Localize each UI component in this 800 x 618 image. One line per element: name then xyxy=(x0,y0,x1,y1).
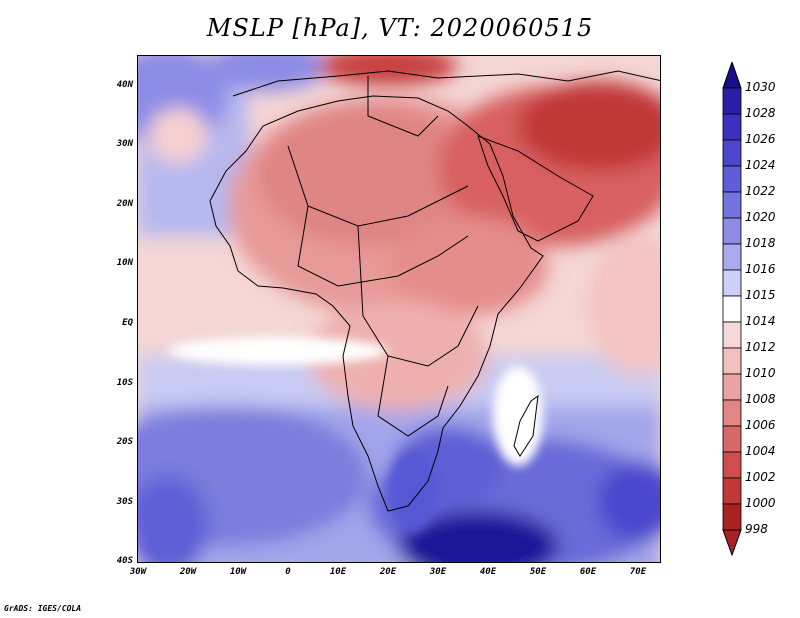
colorbar-box xyxy=(722,425,742,453)
pressure-field xyxy=(138,56,660,562)
lat-label: 20N xyxy=(116,199,133,209)
lon-label: 10E xyxy=(329,567,347,577)
lon-label: 20E xyxy=(379,567,397,577)
colorbar-bottom-arrow xyxy=(722,529,742,556)
lon-label: 70E xyxy=(629,567,647,577)
colorbar-box xyxy=(722,451,742,479)
lat-label: 40S xyxy=(116,556,133,566)
lon-label: 0 xyxy=(285,567,291,577)
colorbar-label: 1014 xyxy=(745,314,776,328)
colorbar-box xyxy=(722,139,742,167)
lat-label: 20S xyxy=(116,437,133,447)
lat-label: 30N xyxy=(116,139,133,149)
lon-label: 30E xyxy=(429,567,447,577)
colorbar-label: 1006 xyxy=(745,418,776,432)
colorbar-box xyxy=(722,87,742,115)
colorbar-label: 1022 xyxy=(745,184,776,198)
colorbar-label: 1016 xyxy=(745,262,776,276)
colorbar-box xyxy=(722,243,742,271)
mslp-map xyxy=(137,55,661,563)
colorbar-label: 1028 xyxy=(745,106,776,120)
colorbar-box xyxy=(722,373,742,401)
lat-label: 40N xyxy=(116,80,133,90)
colorbar-box xyxy=(722,477,742,505)
lon-label: 20W xyxy=(179,567,197,577)
plot-title: MSLP [hPa], VT: 2020060515 xyxy=(206,14,594,42)
lon-label: 10W xyxy=(229,567,247,577)
colorbar-label: 1008 xyxy=(745,392,776,406)
colorbar-box xyxy=(722,503,742,531)
colorbar-box xyxy=(722,191,742,219)
colorbar-label: 998 xyxy=(745,522,768,536)
lon-label: 50E xyxy=(529,567,547,577)
colorbar-label: 1000 xyxy=(745,496,776,510)
colorbar-box xyxy=(722,321,742,349)
lat-label: 10N xyxy=(116,258,133,268)
colorbar-box xyxy=(722,165,742,193)
colorbar-label: 1030 xyxy=(745,80,776,94)
colorbar-label: 1002 xyxy=(745,470,776,484)
lon-label: 30W xyxy=(129,567,147,577)
lat-label: 30S xyxy=(116,497,133,507)
colorbar-label: 1015 xyxy=(745,288,776,302)
colorbar-label: 1018 xyxy=(745,236,776,250)
lat-label: 10S xyxy=(116,378,133,388)
colorbar-label: 1026 xyxy=(745,132,776,146)
colorbar-box xyxy=(722,113,742,141)
colorbar-label: 1024 xyxy=(745,158,776,172)
lon-label: 60E xyxy=(579,567,597,577)
lat-label: EQ xyxy=(122,318,133,328)
colorbar-label: 1004 xyxy=(745,444,776,458)
colorbar-box xyxy=(722,399,742,427)
lon-label: 40E xyxy=(479,567,497,577)
footer-credit: GrADS: IGES/COLA xyxy=(4,604,82,613)
colorbar xyxy=(722,62,742,556)
colorbar-box xyxy=(722,295,742,323)
colorbar-top-arrow xyxy=(722,62,742,89)
colorbar-label: 1010 xyxy=(745,366,776,380)
colorbar-label: 1020 xyxy=(745,210,776,224)
colorbar-box xyxy=(722,269,742,297)
colorbar-box xyxy=(722,217,742,245)
colorbar-box xyxy=(722,347,742,375)
colorbar-label: 1012 xyxy=(745,340,776,354)
